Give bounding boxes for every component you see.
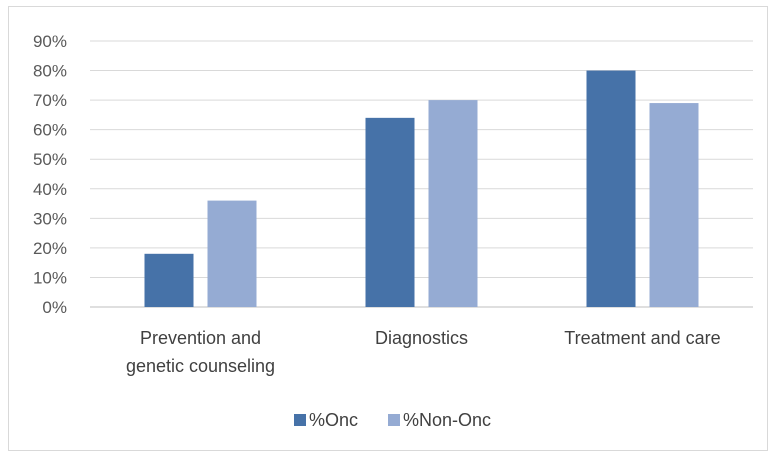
y-tick-label: 50%	[33, 150, 67, 169]
bar-non-onc-2	[428, 100, 478, 307]
legend-label: %Non-Onc	[403, 410, 491, 430]
category-label: Treatment and care	[564, 328, 720, 348]
y-tick-label: 70%	[33, 91, 67, 110]
legend-swatch	[388, 414, 400, 426]
y-tick-label: 60%	[33, 121, 67, 140]
y-tick-label: 80%	[33, 62, 67, 81]
category-label: genetic counseling	[126, 356, 275, 376]
y-tick-label: 10%	[33, 268, 67, 287]
bar-non-onc-3	[649, 103, 699, 307]
y-tick-label: 40%	[33, 180, 67, 199]
y-axis-tick-labels: 0% 10% 20% 30% 40% 50% 60% 70% 80% 90%	[33, 32, 67, 317]
y-tick-label: 90%	[33, 32, 67, 51]
x-axis-category-labels: Prevention and genetic counseling Diagnost…	[126, 328, 721, 376]
bar-non-onc-1	[207, 200, 257, 307]
bar-onc-3	[586, 70, 636, 307]
legend-swatch	[294, 414, 306, 426]
bars	[144, 70, 699, 307]
bar-onc-2	[365, 117, 415, 307]
gridlines	[90, 40, 753, 308]
y-tick-label: 20%	[33, 239, 67, 258]
legend: %Onc %Non-Onc	[294, 410, 491, 430]
y-tick-label: 0%	[42, 298, 67, 317]
y-tick-label: 30%	[33, 209, 67, 228]
legend-label: %Onc	[309, 410, 358, 430]
category-label: Prevention and	[140, 328, 261, 348]
bar-onc-1	[144, 253, 194, 307]
category-label: Diagnostics	[375, 328, 468, 348]
